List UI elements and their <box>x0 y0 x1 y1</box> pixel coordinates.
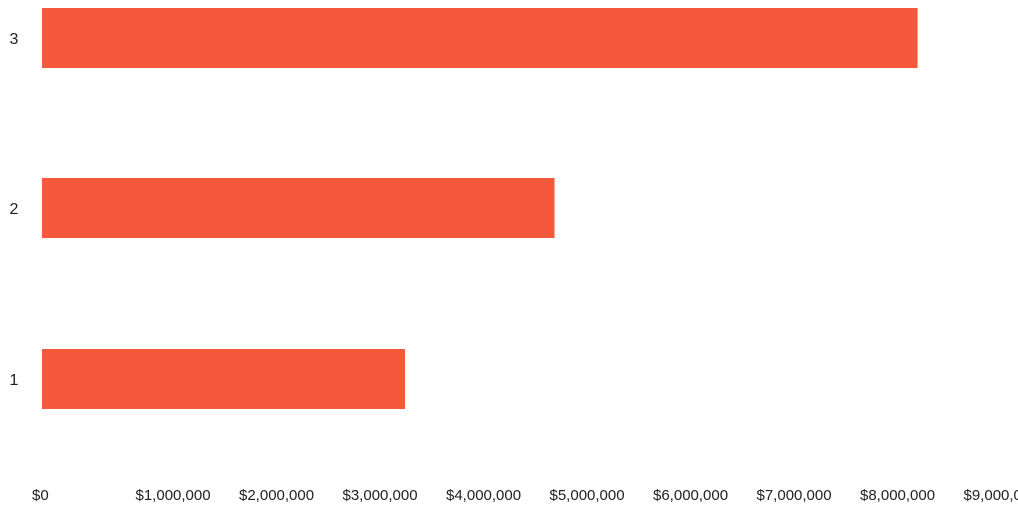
x-tick-label: $0 <box>32 487 49 504</box>
category-label-3: 3 <box>10 31 19 48</box>
category-label-1: 1 <box>10 372 19 389</box>
x-tick-label: $5,000,000 <box>550 487 625 504</box>
x-tick-label: $6,000,000 <box>653 487 728 504</box>
category-label-2: 2 <box>10 201 19 218</box>
x-axis-tick-labels: $0 $1,000,000 $2,000,000 $3,000,000 $4,000,0… <box>32 487 1018 504</box>
x-tick-label: $3,000,000 <box>343 487 418 504</box>
x-tick-label: $9,000,000 <box>964 487 1018 504</box>
bar-2 <box>42 178 555 238</box>
x-tick-label: $2,000,000 <box>239 487 314 504</box>
x-tick-label: $8,000,000 <box>860 487 935 504</box>
bar-1 <box>42 349 406 409</box>
x-tick-label: $7,000,000 <box>757 487 832 504</box>
bar-3 <box>42 8 918 68</box>
bars-group <box>42 8 918 409</box>
x-tick-label: $1,000,000 <box>136 487 211 504</box>
category-labels: 1 2 3 <box>10 31 19 389</box>
x-tick-label: $4,000,000 <box>446 487 521 504</box>
